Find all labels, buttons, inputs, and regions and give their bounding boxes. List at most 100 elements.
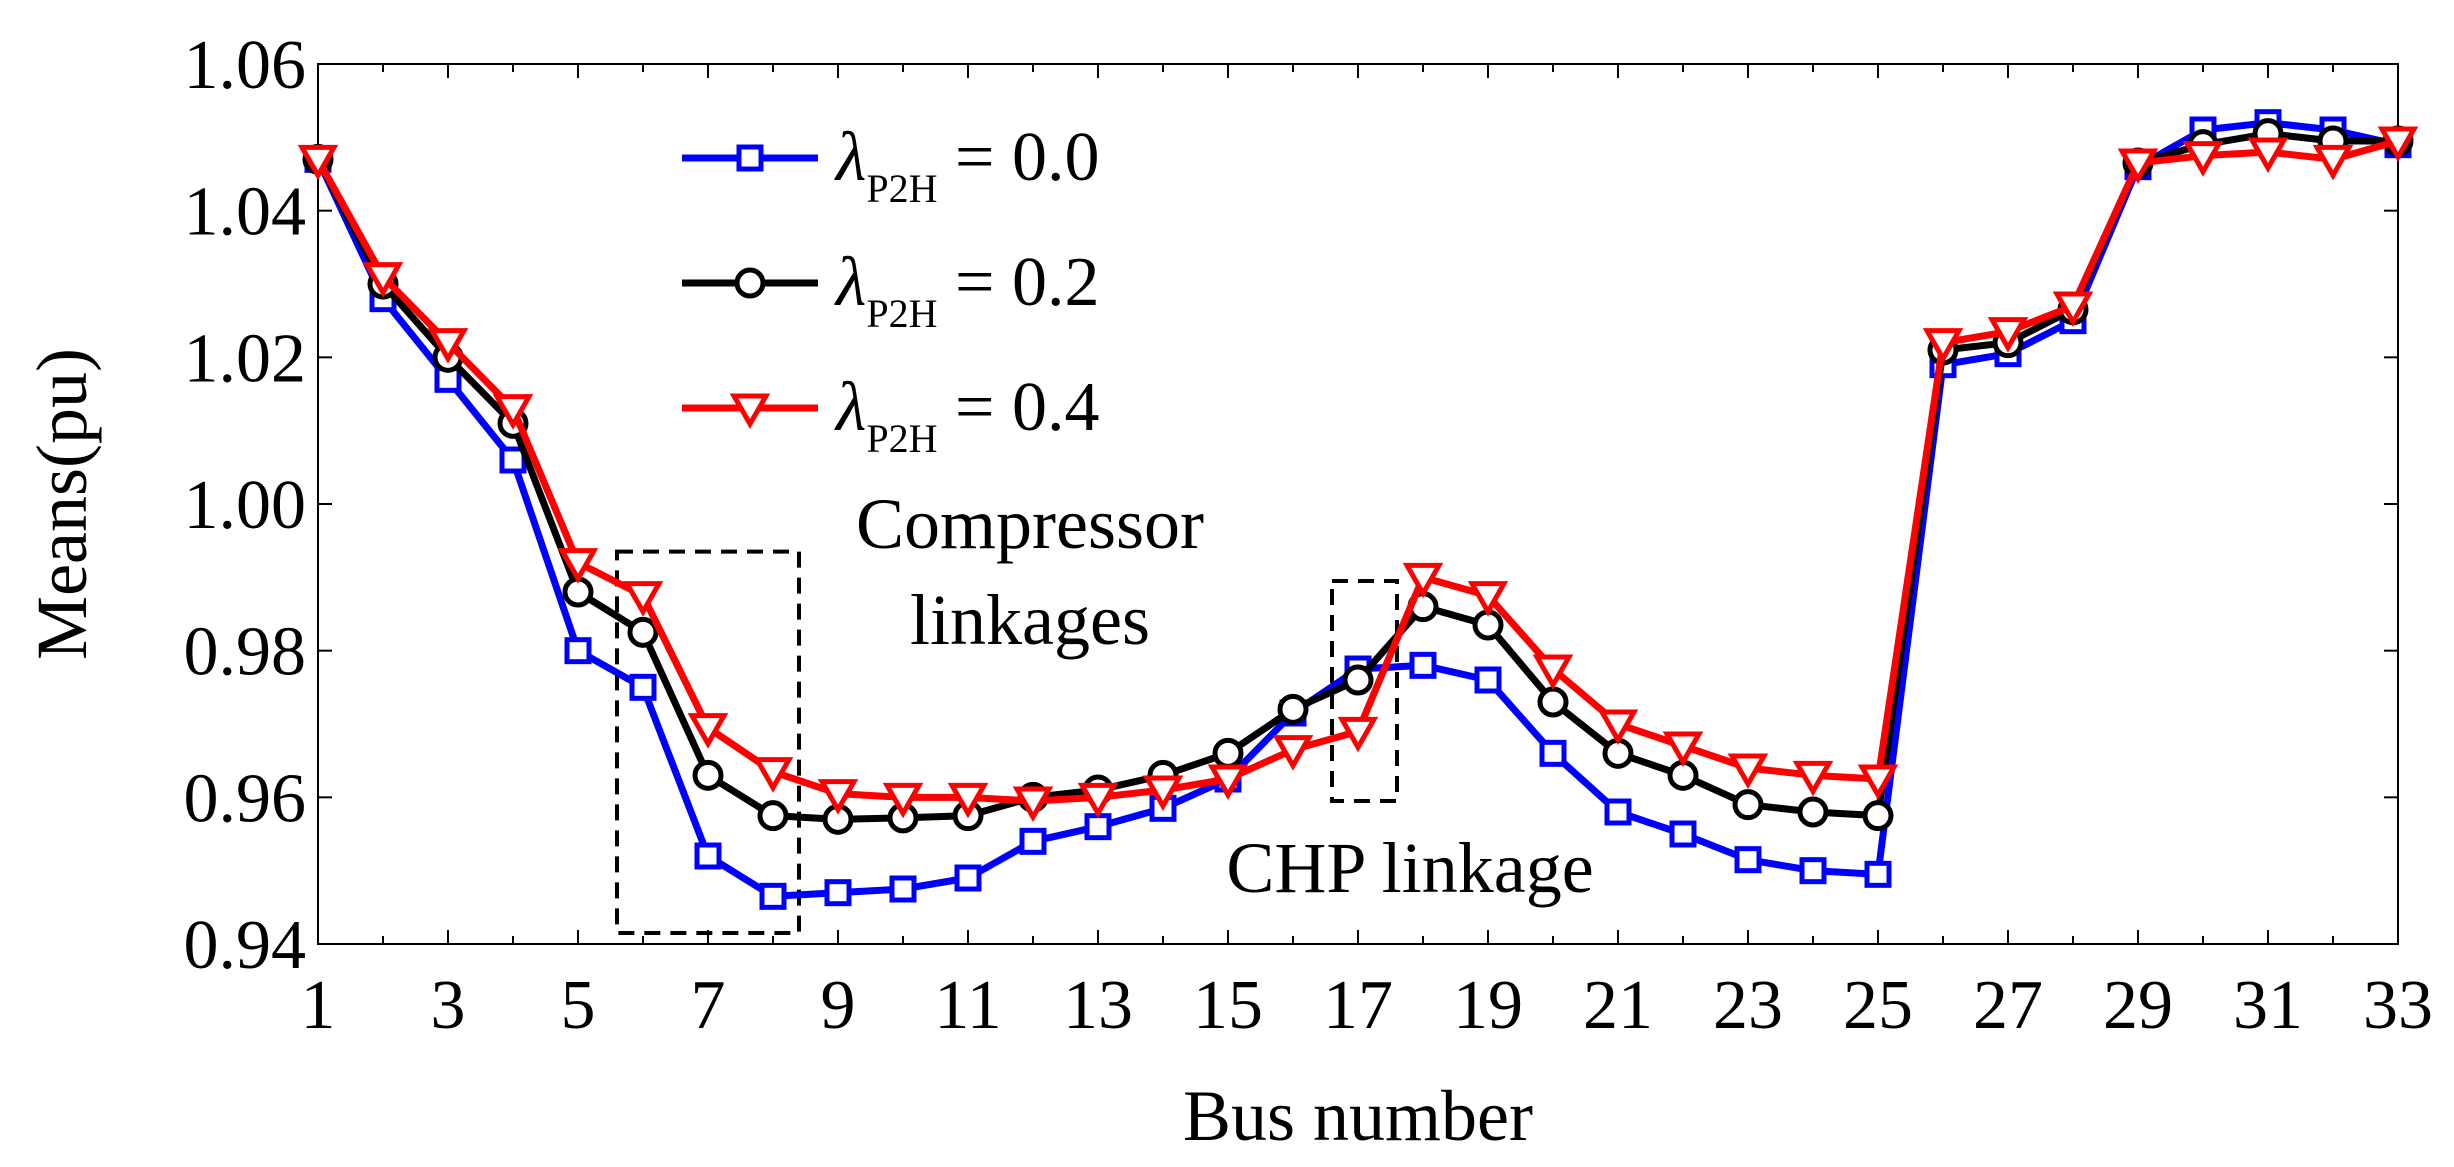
data-point — [1597, 709, 1639, 746]
data-point — [947, 782, 989, 819]
data-point — [492, 394, 534, 430]
data-point — [1799, 857, 1827, 885]
x-tick-label: 31 — [2233, 967, 2303, 1044]
data-point — [729, 393, 771, 430]
data-point — [2117, 148, 2159, 185]
data-point — [1474, 666, 1502, 694]
legend-entry: λP2H = 0.0 — [682, 119, 1099, 211]
data-point — [734, 267, 766, 299]
data-point — [1797, 796, 1829, 828]
data-point — [1604, 798, 1632, 826]
data-point — [824, 879, 852, 907]
x-tick-label: 7 — [691, 967, 726, 1044]
legend-label: λP2H = 0.2 — [834, 244, 1099, 336]
data-point — [1734, 846, 1762, 874]
data-point — [687, 713, 729, 749]
series-line — [314, 119, 2399, 900]
annotation-box — [615, 549, 801, 936]
data-point — [1272, 735, 1314, 771]
axis-ticks: 1 3 5 7 9 11 13 15 17 19 21 23 25 27 29 31 330.940.960.9… — [184, 27, 2434, 1044]
series-0 — [304, 109, 2412, 910]
x-tick-label: 1 — [301, 967, 336, 1044]
data-point — [1922, 328, 1964, 364]
data-point — [2052, 291, 2094, 328]
data-point — [1732, 789, 1764, 821]
data-point — [692, 759, 724, 791]
series-line — [314, 130, 2398, 823]
x-tick-label: 33 — [2363, 967, 2433, 1044]
x-tick-label: 17 — [1323, 967, 1393, 1044]
data-point — [2312, 144, 2354, 181]
data-point — [1532, 654, 1574, 691]
data-point — [1662, 731, 1704, 768]
data-point — [1669, 820, 1697, 848]
x-axis-label: Bus number — [1183, 1076, 1533, 1156]
data-point — [1342, 664, 1374, 696]
x-tick-label: 15 — [1193, 967, 1263, 1044]
data-point — [1402, 562, 1444, 599]
data-point — [564, 637, 592, 665]
x-tick-label: 13 — [1063, 967, 1133, 1044]
y-tick-label: 1.00 — [184, 467, 307, 544]
data-point — [1142, 775, 1184, 812]
data-point — [2182, 141, 2224, 177]
data-point — [1212, 737, 1244, 769]
data-point — [1862, 800, 1894, 832]
data-point — [1537, 686, 1569, 718]
y-tick-label: 1.06 — [184, 27, 307, 104]
legend-entry: λP2H = 0.2 — [682, 244, 1099, 336]
annotation-text-chp: CHP linkage — [1226, 828, 1593, 908]
x-tick-label: 27 — [1973, 967, 2043, 1044]
data-point — [1409, 651, 1437, 679]
data-point — [622, 581, 664, 617]
series-line — [314, 137, 2399, 805]
data-point — [1277, 693, 1309, 725]
y-tick-label: 1.04 — [184, 174, 307, 251]
x-tick-label: 21 — [1583, 967, 1653, 1044]
annotation-text-linkages: linkages — [910, 580, 1150, 660]
annotation-box — [1330, 579, 1399, 803]
data-point — [1539, 739, 1567, 767]
data-point — [889, 875, 917, 903]
plot-frame — [317, 63, 2399, 945]
data-point — [1077, 782, 1119, 819]
annotation-text-compressor: Compressor — [856, 484, 1204, 564]
legend-label: λP2H = 0.0 — [834, 119, 1099, 211]
y-axis-label: Means(pu) — [22, 348, 102, 660]
data-point — [817, 779, 859, 815]
x-tick-label: 19 — [1453, 967, 1523, 1044]
data-point — [1864, 860, 1892, 888]
x-tick-label: 11 — [934, 967, 1001, 1044]
data-point — [1337, 716, 1379, 753]
data-point — [1727, 753, 1769, 790]
data-series — [297, 109, 2419, 910]
data-point — [2247, 137, 2289, 174]
legend-label: λP2H = 0.4 — [834, 369, 1099, 461]
series-2 — [297, 126, 2419, 823]
data-point — [557, 548, 599, 584]
x-tick-label: 5 — [561, 967, 596, 1044]
data-point — [297, 144, 339, 181]
data-point — [882, 782, 924, 819]
data-point — [1857, 764, 1899, 801]
x-tick-label: 3 — [431, 967, 466, 1044]
legend: λP2H = 0.0 λP2H = 0.2 λP2H = 0.4 — [682, 119, 1099, 461]
data-point — [757, 800, 789, 832]
data-point — [629, 673, 657, 701]
y-tick-label: 0.94 — [184, 907, 307, 984]
data-point — [2377, 126, 2419, 163]
y-tick-label: 0.96 — [184, 760, 307, 837]
data-point — [1987, 317, 2029, 353]
y-tick-label: 1.02 — [184, 320, 307, 397]
data-point — [694, 842, 722, 870]
x-tick-label: 9 — [821, 967, 856, 1044]
data-point — [362, 262, 404, 298]
x-tick-label: 23 — [1713, 967, 1783, 1044]
series-1 — [302, 118, 2414, 835]
data-point — [1012, 786, 1054, 823]
data-point — [736, 144, 764, 172]
data-point — [1084, 813, 1112, 841]
data-point — [1792, 760, 1834, 797]
data-point — [1207, 764, 1249, 801]
